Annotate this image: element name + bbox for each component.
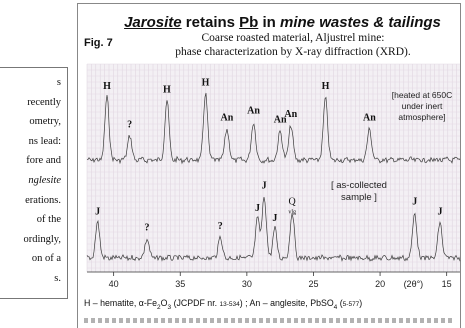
x-tick-label: 35 [175,279,185,289]
peak-label-lower: J [255,203,260,214]
note-line: [heated at 650C [391,90,453,100]
side-text-line: erations. [25,194,61,206]
peak-label-upper: An [220,113,233,124]
x-tick-label: 30 [242,279,252,289]
side-text-line: fore and [26,155,61,167]
side-text-box: s recently ometry, ns lead: fore and nglesite… [0,67,68,299]
peak-label-upper: H [103,81,111,92]
peak-label-upper: An [247,106,260,117]
peak-label-upper: An [284,109,297,120]
legend-text: H – hematite, α-Fe [84,298,158,308]
peak-label-lower: J [262,180,267,191]
side-text-line: s. [54,273,61,284]
note-line: under inert [401,101,443,111]
legend-line-1: H – hematite, α-Fe2O3 (JCPDF nr. 13-534)… [84,298,362,311]
peak-label-upper: ? [127,120,132,131]
peak-label-lower: J [412,197,417,208]
peak-label-upper: H [322,81,330,92]
legend-ref: 5-577 [342,301,360,308]
chart-paper [87,64,460,272]
figure-title: Jarosite retains Pb in mine wastes & tai… [100,14,465,31]
side-text-line: recently [27,96,61,108]
side-text-line: on of a [31,253,61,265]
legend-text: ) ; An – anglesite, PbSO [239,298,334,308]
peak-label-lower: J [95,206,100,217]
legend-text: ( [337,298,343,308]
xrd-trace-lower [86,197,461,262]
note-line: atmosphere] [398,112,446,122]
peak-label-lower: J [272,213,277,224]
peak-label-upper: An [363,113,376,124]
peak-label-lower: ? [218,221,223,232]
note-line: [ as-collected [331,180,387,191]
legend-text: ) [359,298,363,308]
title-pb: Pb [239,14,259,31]
legend-ref: 13-534 [219,301,240,308]
x-tick-label: 25 [308,279,318,289]
title-mine-wastes: mine wastes & tailings [280,14,441,31]
x-tick-label: 20 [375,279,385,289]
peak-label-upper: H [163,85,171,96]
legend-text: O [160,298,168,308]
x-axis-unit-label: (2θ°) [404,279,424,289]
xrd-trace-upper [86,92,461,165]
x-tick-label: 15 [442,279,452,289]
title-in: in [258,14,281,31]
legend-sub: 2 [157,303,161,311]
lower-pattern-note: [ as-collected sample ] [320,180,398,204]
upper-pattern-note: [heated at 650C under inert atmosphere] [386,90,458,123]
figure-number: Fig. 7 [84,37,113,49]
side-text-line: s [56,77,61,88]
legend-line-2-clipped [84,315,454,323]
legend-text: (JCPDF nr. [171,298,220,308]
clipped-text-remnant [84,318,454,323]
side-text-line: ns lead: [28,135,61,147]
peak-label-lower: ? [144,223,149,234]
peak-label-upper: An [274,115,287,126]
x-tick-label: 40 [109,279,119,289]
legend-sub: 4 [333,303,338,311]
peak-label-upper: H [202,78,210,89]
figure-subtitle-line1: Coarse roasted material, Aljustrel mine: [201,32,385,44]
figure-subtitle-line2: phase characterization by X-ray diffract… [175,46,411,58]
side-text-line: ometry, [29,116,61,128]
peak-label-sub: vlg [288,210,296,216]
legend-sub: 3 [167,303,172,311]
side-text-line: of the [36,214,61,226]
title-retains: retains [181,14,240,31]
title-jarosite: Jarosite [124,14,182,31]
peak-label-lower: J [438,206,443,217]
note-line: sample ] [341,192,377,203]
side-text-line: nglesite [28,175,61,186]
side-text-line: ordingly, [23,233,61,245]
